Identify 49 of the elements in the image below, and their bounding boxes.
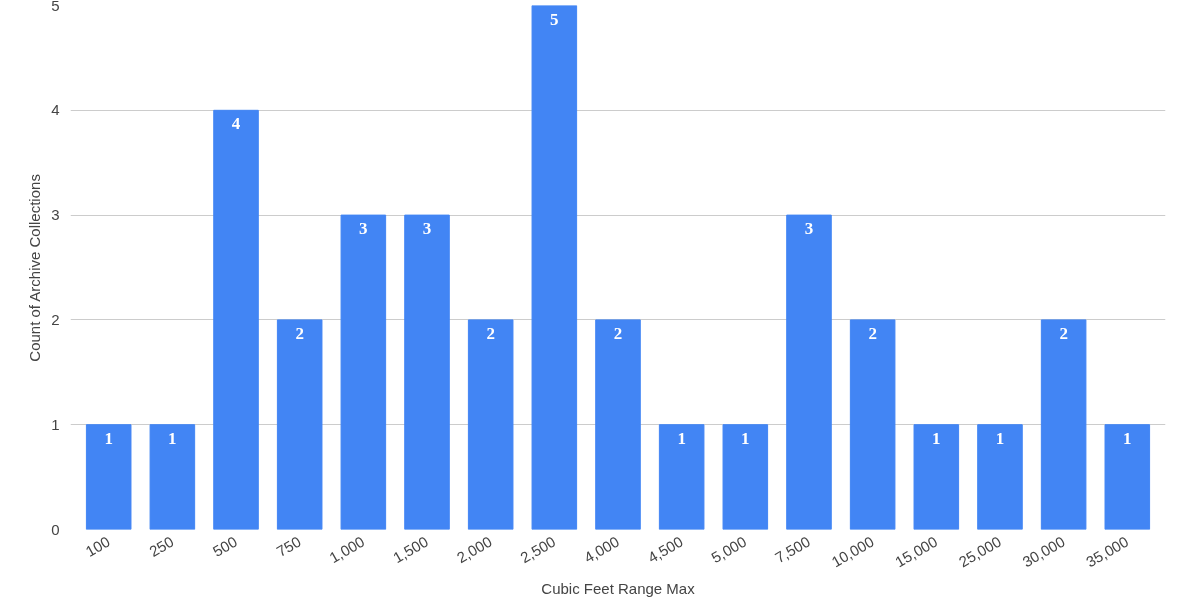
data-label: 2 — [868, 323, 877, 343]
bar — [1040, 319, 1087, 530]
bar — [467, 319, 514, 530]
data-label: 1 — [168, 428, 177, 448]
x-tick-label: 250 — [146, 532, 177, 560]
x-tick-label: 750 — [273, 532, 304, 560]
x-tick-label: 7,500 — [771, 532, 813, 567]
data-label: 2 — [486, 323, 495, 343]
data-label: 4 — [231, 114, 241, 134]
data-label: 2 — [613, 323, 623, 343]
data-label: 1 — [1123, 428, 1132, 448]
data-label: 1 — [995, 428, 1005, 448]
bar — [913, 424, 960, 530]
data-label: 3 — [804, 219, 814, 239]
x-tick-label: 4,000 — [580, 532, 623, 567]
bar — [786, 214, 832, 530]
data-label: 5 — [550, 9, 559, 29]
bar — [722, 424, 769, 530]
bar — [213, 109, 259, 530]
x-tick-label: 100 — [82, 532, 113, 560]
bar — [977, 424, 1023, 530]
data-label: 1 — [932, 428, 941, 448]
bar — [276, 319, 323, 530]
data-label: 3 — [359, 219, 368, 239]
y-tick-label: 3 — [51, 206, 60, 224]
data-label: 1 — [677, 428, 686, 448]
y-tick-label: 2 — [51, 310, 60, 328]
bar — [595, 319, 641, 530]
bar — [531, 5, 578, 530]
y-tick-label: 0 — [51, 520, 60, 538]
x-axis-title: Cubic Feet Range Max — [541, 580, 696, 598]
bar — [149, 424, 196, 530]
y-tick-label: 4 — [51, 101, 60, 119]
bar — [1104, 424, 1151, 530]
y-tick-label: 5 — [51, 0, 60, 14]
bar — [85, 424, 132, 530]
x-tick-label: 4,500 — [644, 532, 686, 567]
data-label: 3 — [422, 219, 432, 239]
bar — [404, 214, 450, 530]
bar — [658, 424, 705, 530]
bar — [849, 319, 896, 530]
data-label: 1 — [104, 428, 113, 448]
bar — [340, 214, 387, 530]
data-label: 2 — [1059, 323, 1068, 343]
x-tick-label: 500 — [209, 532, 241, 560]
data-label: 1 — [741, 428, 750, 448]
y-axis-title: Count of Archive Collections — [26, 174, 44, 362]
data-label: 2 — [295, 323, 304, 343]
y-tick-label: 1 — [51, 415, 60, 433]
